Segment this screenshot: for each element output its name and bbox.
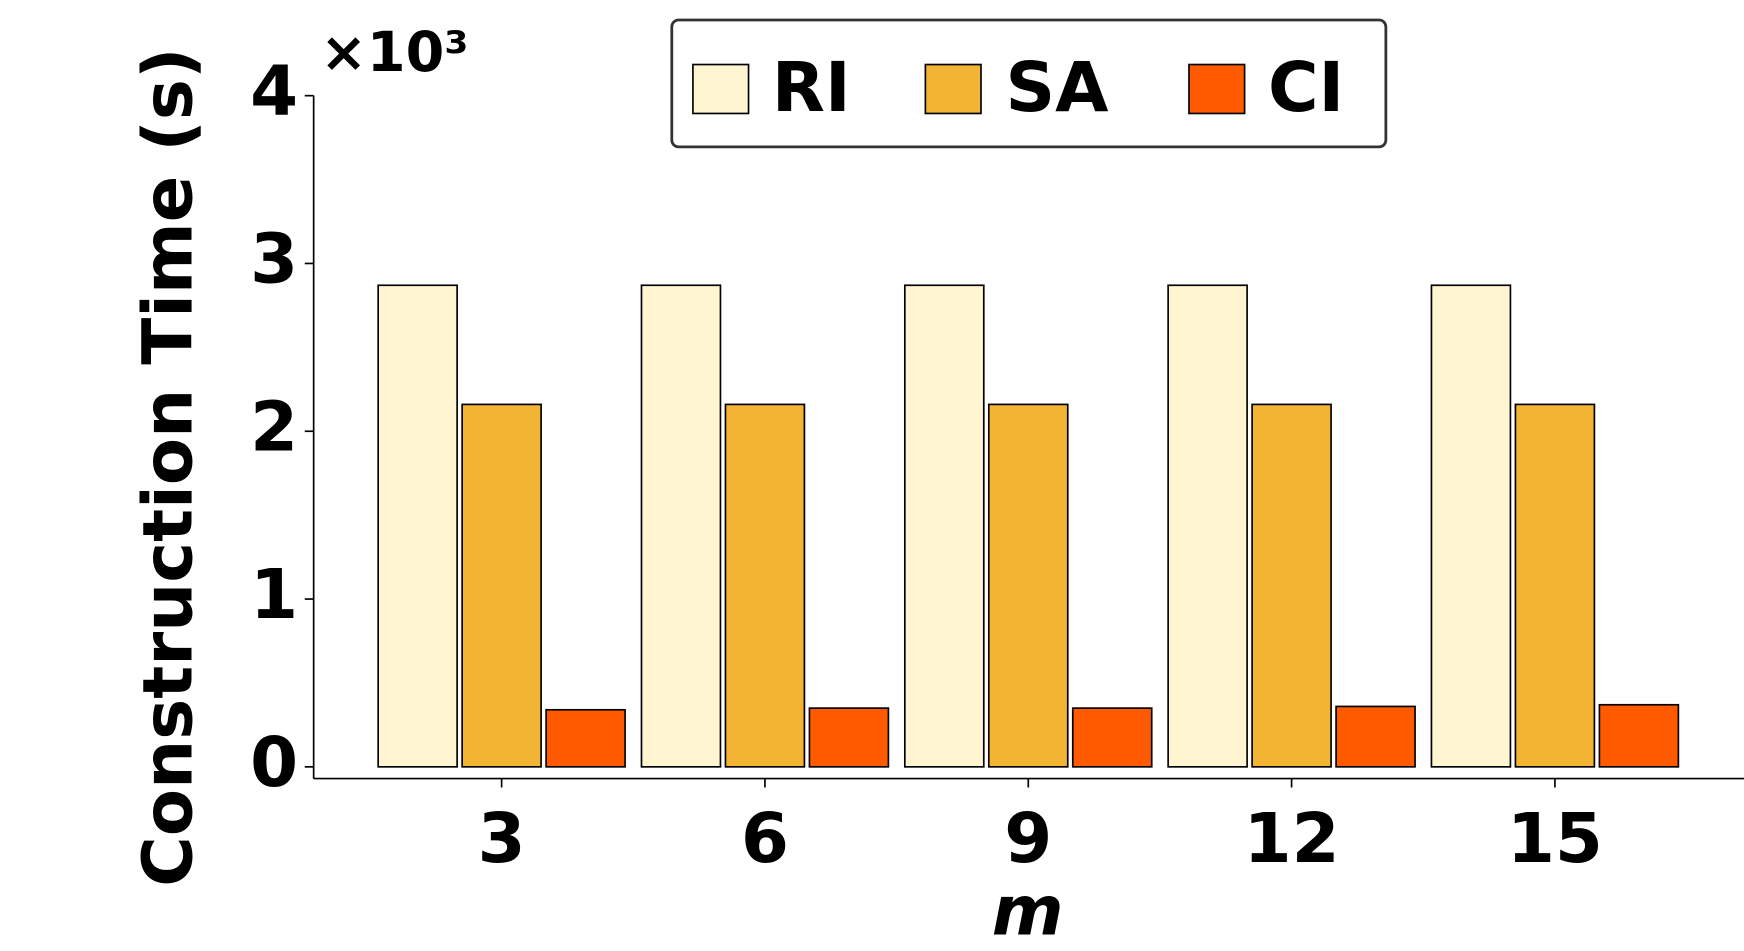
x-tick-label: 12 xyxy=(1244,799,1340,879)
bar xyxy=(808,707,890,768)
legend-label: CI xyxy=(1268,48,1344,128)
legend-swatch xyxy=(692,63,750,115)
y-tick-label: 3 xyxy=(250,219,298,299)
y-axis-label: Construction Time (s) xyxy=(128,48,208,887)
bar xyxy=(1251,403,1332,768)
bar xyxy=(1598,703,1680,768)
x-tick-label: 9 xyxy=(1004,799,1052,879)
y-tick-label: 4 xyxy=(250,52,298,132)
x-axis-label: m xyxy=(992,871,1064,951)
bar xyxy=(461,403,542,768)
bar xyxy=(724,403,806,768)
bar xyxy=(1430,284,1512,768)
bar xyxy=(987,403,1069,768)
bar xyxy=(903,284,985,768)
legend-box xyxy=(670,18,1388,149)
y-tick-label: 2 xyxy=(250,387,298,467)
bar xyxy=(1167,284,1248,768)
legend-swatch xyxy=(1188,63,1246,115)
y-tick-label: 1 xyxy=(250,555,298,635)
bar xyxy=(1514,403,1596,768)
x-tick-label: 15 xyxy=(1507,799,1603,879)
y-tick-label: 0 xyxy=(250,723,298,803)
bar xyxy=(1071,707,1153,768)
legend-label: SA xyxy=(1005,48,1109,128)
bar xyxy=(1335,705,1416,768)
bar xyxy=(377,284,458,768)
x-tick-label: 3 xyxy=(478,799,526,879)
y-multiplier: ×10³ xyxy=(320,20,468,85)
legend-label: RI xyxy=(772,48,851,128)
bar xyxy=(640,284,722,768)
x-tick-label: 6 xyxy=(741,799,789,879)
bar xyxy=(545,708,626,768)
legend-swatch xyxy=(924,63,982,115)
